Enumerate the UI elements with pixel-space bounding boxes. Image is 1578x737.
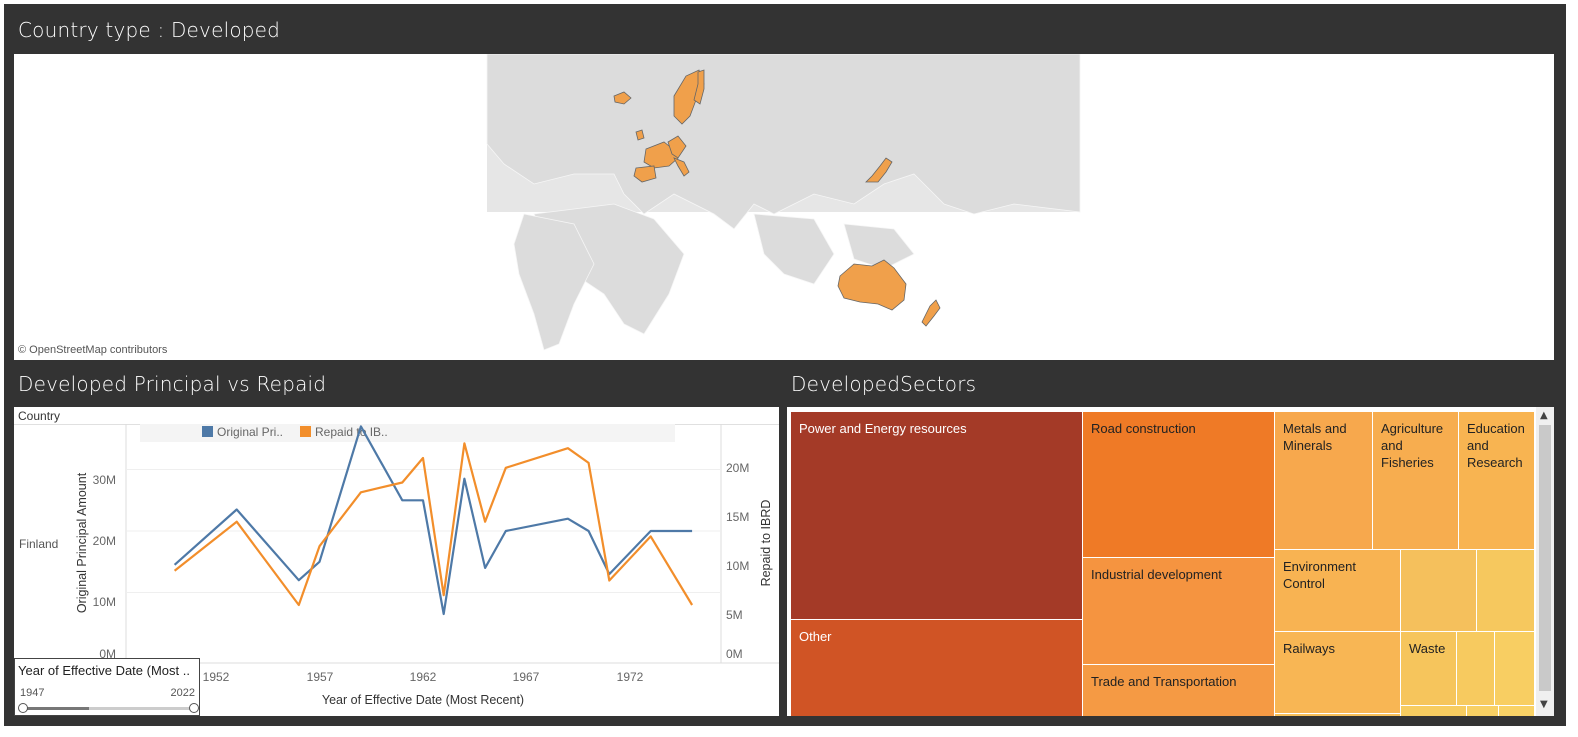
y-right-axis-label: Repaid to IBRD [759,500,773,587]
tile-road-construction[interactable]: Road construction [1083,412,1275,558]
country-header: Country [18,409,61,423]
tile-power-energy[interactable]: Power and Energy resources [791,412,1083,620]
gridlines [126,469,721,593]
legend-label-repaid[interactable]: Repaid to IB.. [315,425,388,439]
row-label-finland: Finland [19,537,59,551]
series-line-repaid[interactable] [173,442,694,607]
y-left-tick-0: 0M [99,647,116,661]
scroll-up-icon[interactable]: ▲ [1540,410,1548,421]
x-tick-1957: 1957 [307,670,334,684]
series-line-original-principal[interactable] [173,425,693,616]
developed-countries[interactable] [613,69,941,327]
tile-unlabeled-2[interactable] [1477,550,1535,632]
line-chart-svg[interactable]: Original Pri.. Repaid to IB.. 0M 10M 20M… [14,407,779,716]
tile-agriculture-fisheries[interactable]: Agriculture and Fisheries [1373,412,1459,550]
map-attribution: © OpenStreetMap contributors [18,344,168,356]
tile-trade-transportation[interactable]: Trade and Transportation [1083,665,1275,716]
year-filter-fill [23,707,89,710]
tile-unlabeled-6[interactable] [1401,706,1467,716]
line-chart-panel[interactable]: Country Finland Original Pri.. Repaid to… [14,407,779,716]
legend-swatch-repaid [300,426,311,437]
y-right-tick-5: 5M [726,608,743,622]
x-tick-1967: 1967 [513,670,540,684]
year-filter-max: 2022 [170,687,195,699]
landmass [486,54,1081,351]
map-title: Country type : Developed [18,18,281,42]
tile-environment-control[interactable]: Environment Control [1275,550,1401,632]
year-filter-handle-min[interactable] [18,703,28,713]
y-right-tick-20: 20M [726,461,749,475]
series-lines[interactable] [173,425,694,616]
x-tick-1962: 1962 [410,670,437,684]
australia-shape [837,259,907,311]
treemap-scrollbar[interactable]: ▲ ▼ [1536,407,1554,716]
tile-unlabeled-4[interactable] [1495,632,1535,706]
legend-label-original[interactable]: Original Pri.. [217,425,283,439]
uk-shape [635,129,645,141]
new-zealand-shape [921,299,941,327]
tile-unlabeled-8[interactable] [1499,706,1535,716]
treemap-area[interactable]: Power and Energy resources Other Road co… [787,407,1535,716]
germany-shape [667,135,687,159]
x-axis-label: Year of Effective Date (Most Recent) [322,693,524,707]
tile-industrial-development[interactable]: Industrial development [1083,558,1275,665]
scroll-thumb[interactable] [1539,425,1551,691]
tile-unlabeled-5[interactable] [1275,714,1401,716]
y-left-axis-label: Original Principal Amount [75,472,89,613]
france-shape [643,141,679,169]
tile-unlabeled-3[interactable] [1457,632,1495,706]
x-tick-1972: 1972 [617,670,644,684]
legend-box [140,424,675,442]
y-right-tick-15: 15M [726,510,749,524]
year-filter-title: Year of Effective Date (Most .. [18,663,190,678]
year-filter-handle-max[interactable] [189,703,199,713]
spain-shape [633,165,657,183]
year-filter-track[interactable] [23,707,193,710]
legend-swatch-original [202,426,213,437]
map-panel[interactable]: © OpenStreetMap contributors [14,54,1554,360]
year-filter[interactable]: Year of Effective Date (Most .. 1947 202… [14,658,200,716]
tile-other[interactable]: Other [791,620,1083,716]
treemap-title: DevelopedSectors [791,372,977,396]
tile-unlabeled-1[interactable] [1401,550,1477,632]
year-filter-min: 1947 [20,687,45,699]
y-right-tick-0: 0M [726,647,743,661]
treemap-panel[interactable]: Power and Energy resources Other Road co… [787,407,1554,716]
line-chart-title: Developed Principal vs Repaid [18,372,327,396]
finland-shape [693,69,705,105]
scroll-down-icon[interactable]: ▼ [1540,699,1548,710]
y-right-tick-10: 10M [726,559,749,573]
x-tick-1952: 1952 [203,670,230,684]
tile-railways[interactable]: Railways [1275,632,1401,714]
iceland-shape [613,91,632,105]
y-left-tick-20: 20M [93,534,116,548]
world-map[interactable] [14,54,1554,360]
japan-shape [865,157,893,183]
tile-unlabeled-7[interactable] [1467,706,1499,716]
tile-metals-minerals[interactable]: Metals and Minerals [1275,412,1373,550]
y-left-tick-30: 30M [93,473,116,487]
tile-education-research[interactable]: Education and Research [1459,412,1535,550]
y-left-tick-10: 10M [93,595,116,609]
tile-waste[interactable]: Waste [1401,632,1457,706]
italy-shape [673,157,690,177]
